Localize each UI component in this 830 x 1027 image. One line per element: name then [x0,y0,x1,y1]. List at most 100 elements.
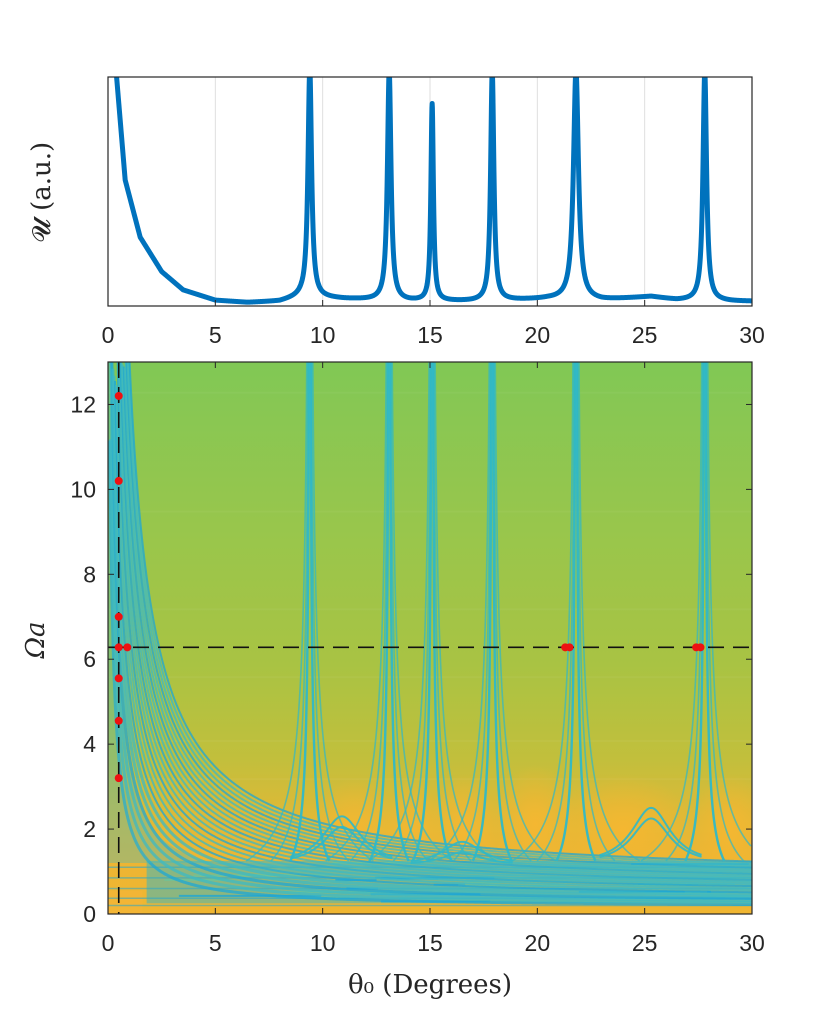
heatmap-resonance-curve [388,362,410,862]
heatmap-resonance-curve [452,362,492,862]
top-series-line [114,77,752,305]
heatmap-hyperbolic-branch [116,387,752,890]
heatmap-marker [565,643,574,652]
top-x-tick-label: 30 [739,322,765,348]
heatmap-y-tick-label: 6 [83,646,96,672]
heatmap-y-ticks: 0 2 4 6 8 10 12 [70,391,752,927]
heatmap-marker [114,643,123,652]
top-x-tick-label: 0 [102,322,115,348]
heatmap-hyperbolic-branch [120,362,752,879]
heatmap-marker [696,643,705,652]
top-x-tick-label: 15 [417,322,443,348]
heatmap-hyperbolic-branch [127,362,752,865]
heatmap-hyperbolic-branch [128,362,752,863]
heatmap-resonance-curve [349,362,389,862]
heatmap-hyperbolic-branch [112,375,752,896]
heatmap-resonance-curve [640,362,703,862]
heatmap-resonance-curve [536,362,575,862]
heatmap-hyperbolic-branch [121,364,752,877]
heatmap-secondary-hump [599,817,702,859]
heatmap-resonance-curve [665,362,704,862]
heatmap-secondary-hump [290,825,393,860]
heatmap-resonance-curve [310,362,350,862]
heatmap-resonance-curve [368,362,390,862]
heatmap-marker [123,643,132,652]
heatmap-marker [114,674,123,683]
heatmap-hyperbolic-branch [126,362,752,867]
heatmap-resonance-curve [491,362,513,862]
heatmap-secondary-hump [410,840,513,863]
heatmap-resonance-curve [577,362,616,862]
heatmap-marker [114,391,123,400]
heatmap-resonance-curve [289,362,311,862]
heatmap-x-axis-label: θ₀ (Degrees) [348,970,512,1000]
heatmap-resonance-curve [704,362,726,862]
heatmap-resonance-curve [511,362,574,862]
heatmap-x-tick-label: 5 [209,930,222,956]
heatmap-dashed-lines [108,362,752,914]
heatmap-hyperbolic-branch [116,362,752,888]
heatmap-hyperbolic-branch [109,439,752,904]
heatmap-resonance-curve [706,362,752,847]
top-x-ticks: 0 5 10 15 20 25 30 [102,300,765,348]
top-y-axis-label: 𝓤 (a.u.) [27,142,57,242]
heatmap-corner [108,890,143,914]
heatmap-hyperbolic-branch [119,362,752,881]
heatmap-resonance-curve [575,362,597,862]
heatmap-resonance-curve [411,362,433,862]
heatmap-hyperbolic-branch [109,362,752,902]
heatmap-resonance-curve [325,362,387,862]
top-x-tick-label: 25 [632,322,658,348]
heatmap-marker [114,716,123,725]
heatmap-marker [114,476,123,485]
heatmap-x-tick-label: 20 [525,930,551,956]
top-line-chart: 0 5 10 15 20 25 30 𝓤 (a.u.) [27,76,765,348]
heatmap-markers [114,391,705,783]
heatmap-resonance-curve [555,362,577,862]
heatmap-y-axis-label: Ωa [21,621,51,659]
heatmap-resonance-curve [433,362,472,862]
top-x-tick-label: 10 [310,322,336,348]
heatmap-resonance-curve [684,362,706,862]
heatmap-resonance-curves [245,362,752,864]
heatmap-resonance-curve [431,362,453,862]
heatmap-y-tick-label: 0 [83,901,96,927]
heatmap-resonance-curve [309,362,331,862]
heatmap-resonance-curve [428,362,491,862]
heatmap-resonance-curve [578,362,641,862]
heatmap-marker [114,612,123,621]
heatmap-resonance-curve [391,362,454,862]
heatmap-hyperbolic-branch [123,368,752,873]
heatmap-resonance-curve [392,362,432,862]
heatmap-marker [114,774,123,783]
heatmap-resonance-curve [245,362,308,862]
heatmap-y-tick-label: 10 [70,476,96,502]
heatmap-x-tick-label: 30 [739,930,765,956]
heatmap-band-edge [108,739,752,742]
top-x-tick-label: 20 [525,322,551,348]
heatmap-x-tick-label: 25 [632,930,658,956]
heatmap-hyperbolic-branch [125,362,752,869]
heatmap-resonance-curve [434,362,497,862]
heatmap-y-tick-label: 2 [83,816,96,842]
heatmap-secondary-hump [599,806,702,857]
heatmap-hyperbolic-branch [114,380,752,894]
heatmap-band-edge [108,778,752,781]
heatmap-y-tick-label: 4 [83,731,96,757]
heatmap-resonance-curve [270,362,309,862]
heatmap-y-tick-label: 12 [70,391,96,417]
heatmap-x-ticks: 0 5 10 15 20 25 30 [102,362,765,956]
heatmap-resonance-curve [494,362,557,862]
heatmap-secondary-hump [410,851,513,864]
heatmap-resonance-curve [390,362,429,862]
heatmap-hyperbolic-branch [118,362,752,883]
heatmap-y-tick-label: 8 [83,561,96,587]
heatmap-secondary-hump [290,815,393,858]
heatmap-resonance-curve [368,362,430,862]
top-x-tick-label: 5 [209,322,222,348]
heatmap-hyperbolic-branch [108,440,752,907]
heatmap-resonance-curve [493,362,532,862]
heatmap-x-tick-label: 0 [102,930,115,956]
heatmap-resonance-curve [471,362,493,862]
